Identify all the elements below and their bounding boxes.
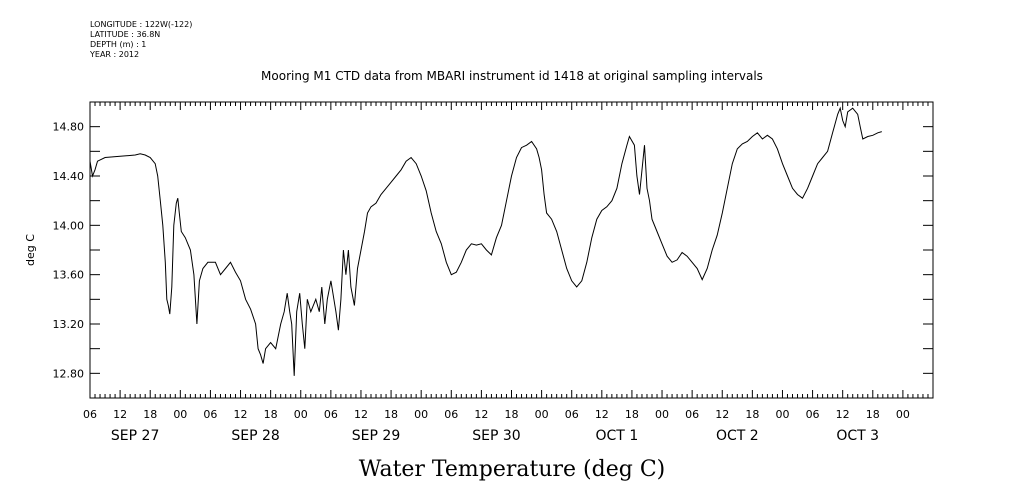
- x-tick-label: 12: [715, 408, 729, 421]
- x-tick-label: 12: [354, 408, 368, 421]
- y-tick-label: 14.80: [53, 121, 85, 134]
- x-tick-label: 18: [264, 408, 278, 421]
- x-day-label: SEP 28: [231, 428, 279, 444]
- x-tick-label: 12: [474, 408, 488, 421]
- axis-labels: 12.80 13.20 13.60 14.00 14.40 14.80 06 12 18 00 06…: [53, 121, 910, 444]
- x-tick-label: 18: [625, 408, 639, 421]
- x-tick-label: 00: [173, 408, 187, 421]
- x-tick-label: 18: [745, 408, 759, 421]
- metadata-block: LONGITUDE : 122W(-122) LATITUDE : 36.8N …: [90, 20, 192, 60]
- x-tick-label: 06: [203, 408, 217, 421]
- x-tick-label: 12: [836, 408, 850, 421]
- x-tick-label: 12: [595, 408, 609, 421]
- x-tick-label: 00: [775, 408, 789, 421]
- plot-frame: [89, 101, 934, 399]
- year-label: YEAR : 2012: [90, 50, 140, 59]
- x-tick-label: 00: [896, 408, 910, 421]
- x-tick-label: 18: [505, 408, 519, 421]
- x-day-label: OCT 3: [836, 428, 879, 444]
- x-day-label: SEP 29: [352, 428, 400, 444]
- x-tick-label: 06: [444, 408, 458, 421]
- x-day-label: OCT 1: [596, 428, 639, 444]
- x-day-label: SEP 30: [472, 428, 520, 444]
- y-tick-label: 13.60: [53, 269, 85, 282]
- x-tick-label: 06: [324, 408, 338, 421]
- x-tick-label: 18: [384, 408, 398, 421]
- x-tick-label: 12: [113, 408, 127, 421]
- y-axis-label: deg C: [24, 234, 37, 266]
- x-tick-label: 18: [866, 408, 880, 421]
- x-tick-label: 00: [535, 408, 549, 421]
- y-tick-label: 14.00: [53, 219, 85, 232]
- x-tick-label: 06: [83, 408, 97, 421]
- x-tick-label: 06: [806, 408, 820, 421]
- chart-title: Mooring M1 CTD data from MBARI instrumen…: [261, 69, 763, 83]
- longitude-label: LONGITUDE : 122W(-122): [90, 20, 193, 29]
- x-tick-label: 12: [234, 408, 248, 421]
- y-tick-label: 13.20: [53, 318, 85, 331]
- y-tick-label: 12.80: [53, 367, 85, 380]
- latitude-label: LATITUDE : 36.8N: [90, 30, 161, 39]
- x-tick-label: 00: [294, 408, 308, 421]
- x-tick-label: 06: [565, 408, 579, 421]
- x-tick-label: 18: [143, 408, 157, 421]
- x-tick-label: 00: [414, 408, 428, 421]
- y-tick-label: 14.40: [53, 170, 85, 183]
- axis-ticks: [89, 101, 934, 399]
- x-tick-label: 00: [655, 408, 669, 421]
- series-line: [89, 106, 882, 376]
- x-tick-label: 06: [685, 408, 699, 421]
- x-axis-label: Water Temperature (deg C): [359, 457, 666, 482]
- x-day-label: SEP 27: [111, 428, 159, 444]
- x-day-label: OCT 2: [716, 428, 759, 444]
- depth-label: DEPTH (m) : 1: [90, 40, 147, 49]
